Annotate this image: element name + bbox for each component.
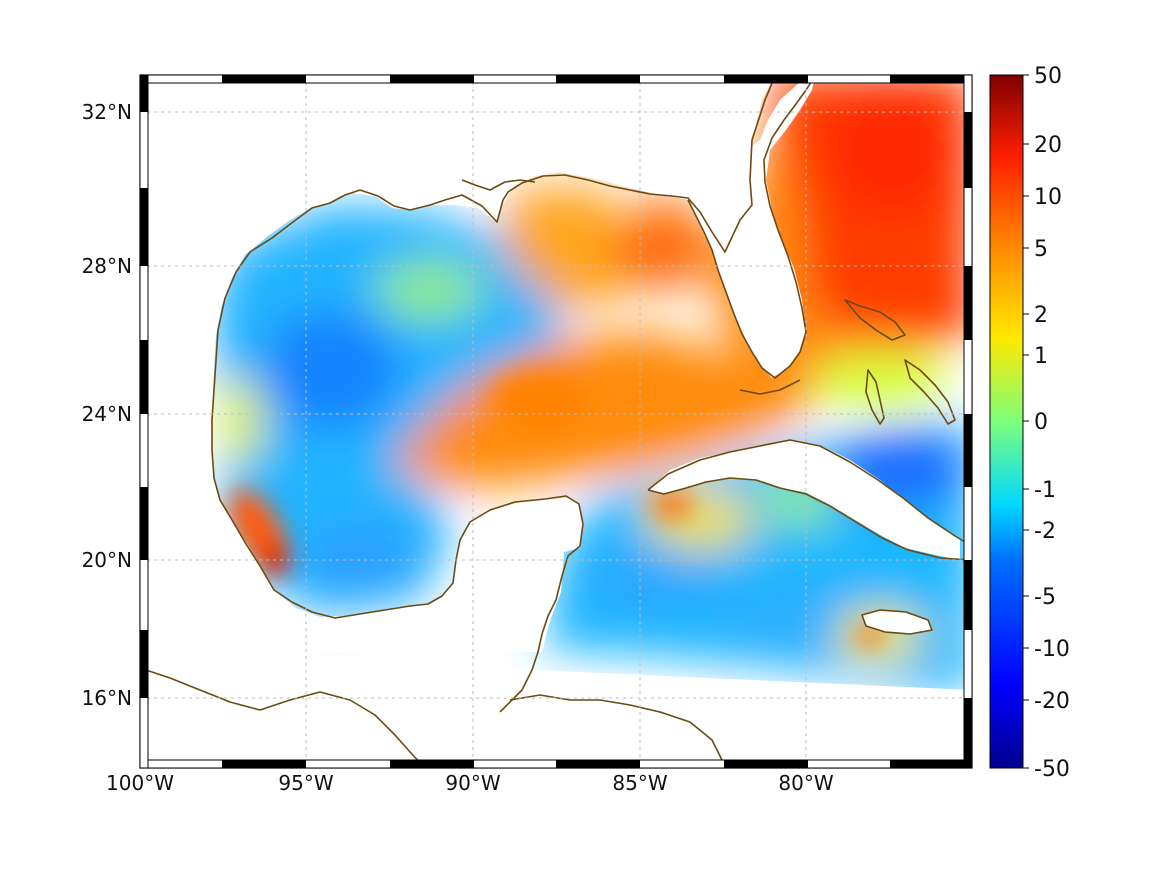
colorbar-tick-label: 10 <box>1034 185 1062 210</box>
colorbar-tick-label: -20 <box>1034 689 1070 714</box>
x-tick-label: 90°W <box>445 771 500 795</box>
y-tick-label: 16°N <box>82 686 132 710</box>
yucatan-east-coast <box>499 545 581 713</box>
bahamas-2 <box>865 369 885 425</box>
colorbar-tick-label: -50 <box>1034 757 1070 782</box>
x-tick-label: 95°W <box>278 771 333 795</box>
graticule <box>140 75 972 768</box>
louisiana-marsh <box>461 179 536 191</box>
cuba-coast <box>647 439 971 561</box>
y-axis-labels: 32°N 28°N 24°N 20°N 16°N <box>82 100 132 710</box>
x-tick-label: 100°W <box>106 771 174 795</box>
colorbar-tick-label: 20 <box>1034 133 1062 158</box>
colorbar-tick-label: 0 <box>1034 410 1048 435</box>
jamaica-coast <box>861 609 933 635</box>
map-frame <box>139 74 973 769</box>
colorbar-tick-label: 50 <box>1034 64 1062 89</box>
central-america-coast <box>140 667 426 768</box>
colorbar-tick-label: -1 <box>1034 478 1056 503</box>
colorbar-ticks <box>1023 74 1029 769</box>
colorbar-tick-label: 2 <box>1034 303 1048 328</box>
colorbar-tick-label: -10 <box>1034 637 1070 662</box>
bahamas-3 <box>904 359 956 425</box>
x-tick-label: 85°W <box>612 771 667 795</box>
florida-keys <box>739 379 801 395</box>
x-tick-label: 80°W <box>778 771 833 795</box>
x-axis-labels: 100°W 95°W 90°W 85°W 80°W <box>106 771 834 795</box>
colorbar: 50 20 10 5 2 1 0 -1 -2 -5 -10 -20 -50 <box>989 64 1070 782</box>
colorbar-tick-label: 5 <box>1034 237 1048 262</box>
honduras-coast <box>509 694 723 761</box>
gulf-coast-north <box>211 75 776 619</box>
land-mask <box>140 75 972 768</box>
y-tick-label: 20°N <box>82 548 132 572</box>
bahamas-1 <box>844 299 906 341</box>
y-tick-label: 32°N <box>82 100 132 124</box>
colorbar-tick-label: 1 <box>1034 344 1048 369</box>
colorbar-tick-label: -2 <box>1034 519 1056 544</box>
coastline <box>140 75 971 768</box>
colorbar-tick-label: -5 <box>1034 585 1056 610</box>
florida-coast <box>687 75 816 379</box>
colorbar-gradient <box>989 74 1024 769</box>
y-tick-label: 28°N <box>82 254 132 278</box>
y-tick-label: 24°N <box>82 402 132 426</box>
